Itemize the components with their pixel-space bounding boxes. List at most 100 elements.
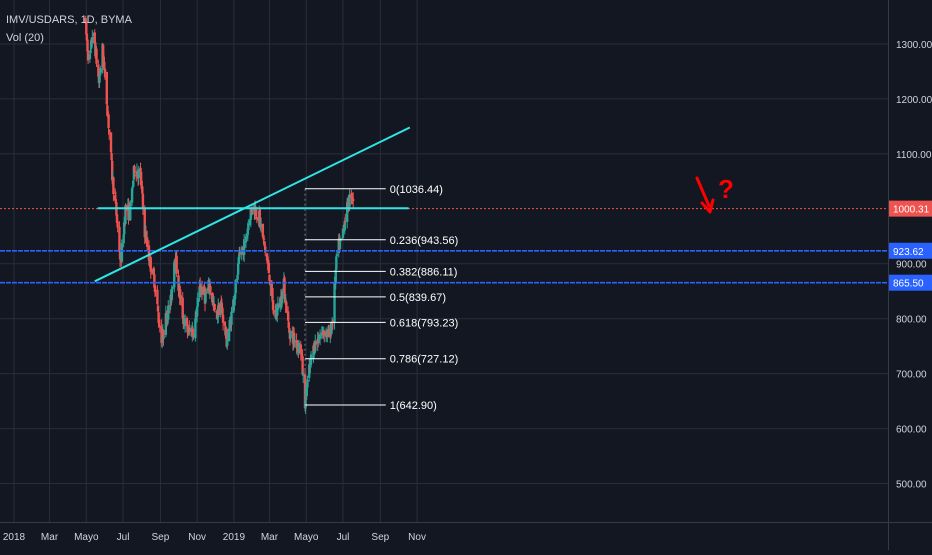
candle-body (302, 373, 305, 376)
candle-body (109, 132, 113, 153)
candle-body (288, 328, 291, 333)
volume-indicator-label[interactable]: Vol (20) (6, 32, 44, 44)
candle-body (335, 253, 339, 256)
price-level-badge (889, 200, 932, 217)
candle-body (170, 289, 174, 300)
candle-body (168, 305, 172, 307)
candle-body (330, 322, 334, 328)
candle-body (182, 320, 186, 323)
candle-body (143, 207, 146, 238)
candle-body (139, 167, 142, 172)
candle-body (194, 318, 197, 339)
candle-body (112, 177, 115, 195)
candle-body (317, 337, 320, 344)
candle-body (347, 199, 350, 209)
candle-body (348, 194, 351, 207)
candle-body (211, 292, 214, 303)
candle-body (333, 283, 336, 323)
candle-body (259, 224, 263, 227)
candle-body (133, 166, 136, 174)
candle-body (149, 257, 152, 272)
candle-body (308, 364, 311, 378)
candle-body (171, 286, 174, 290)
candle-body (101, 45, 105, 59)
candle-body (204, 292, 207, 303)
price-axis: 1300.00 1200.00 1100.00 900.00 800.00 700.00 6… (889, 40, 932, 491)
candle-body (238, 253, 241, 259)
candle-body (333, 283, 337, 285)
candle-body (165, 317, 169, 326)
candle-body (300, 355, 304, 357)
candle-body (335, 256, 338, 270)
candle-body (198, 284, 202, 289)
candle-body (206, 287, 210, 292)
candle-body (244, 236, 248, 243)
candle-body (251, 213, 254, 215)
candle-body (122, 234, 125, 244)
candle-body (179, 295, 183, 299)
candle-body (292, 332, 296, 343)
price-level-badge (889, 274, 932, 291)
candle-body (162, 336, 166, 338)
candle-body (200, 286, 204, 295)
candle-body (246, 228, 249, 235)
candle-body (111, 160, 114, 181)
candle-body (263, 241, 266, 247)
candle-body (85, 33, 89, 41)
candle-body (341, 228, 345, 239)
candle-body (147, 245, 151, 261)
candle-body (220, 301, 223, 303)
candle-body (103, 68, 107, 73)
candle-body (245, 234, 249, 238)
candle-body (97, 64, 100, 77)
candle-body (247, 223, 250, 230)
candle-body (204, 292, 208, 294)
candle-body (91, 37, 94, 44)
candle-body (175, 255, 178, 274)
candle-body (105, 71, 108, 105)
time-axis-label: Mar (261, 532, 279, 543)
candle-body (259, 217, 262, 228)
price-level-badge-label: 923.62 (893, 247, 924, 258)
candle-body (305, 387, 309, 397)
candle-body (299, 344, 302, 354)
candle-body (182, 316, 185, 324)
candle-body (114, 199, 118, 204)
candle-body (317, 341, 321, 343)
candle-body (84, 18, 87, 23)
candle-body (227, 328, 231, 342)
candle-body (89, 50, 92, 54)
candle-body (265, 253, 269, 261)
candle-body (215, 310, 219, 319)
price-level-badge (889, 242, 932, 259)
candle-body (240, 251, 243, 255)
candle-body (191, 328, 195, 333)
candle-body (237, 257, 240, 264)
time-axis-label: 2019 (223, 532, 246, 543)
candle-body (107, 129, 111, 133)
candle-body (262, 235, 265, 238)
candle-body (95, 48, 98, 64)
candle-body (107, 114, 110, 129)
candle-body (230, 311, 233, 325)
candle-body (178, 285, 181, 299)
candle-body (289, 331, 292, 338)
candle-body (136, 171, 139, 175)
price-axis-label: 900.00 (896, 260, 927, 271)
red-arrow-shaft (695, 176, 711, 208)
price-axis-label: 1100.00 (896, 150, 932, 161)
candle-body (106, 105, 109, 116)
candle-body (323, 331, 326, 337)
candle-body (352, 199, 355, 201)
candle-body (338, 242, 342, 249)
candle-body (88, 54, 92, 60)
candle-body (266, 259, 269, 264)
symbol-title[interactable]: IMV/USDARS, 1D, BYMA (6, 14, 132, 26)
candle-body (327, 329, 330, 338)
candle-body (306, 379, 309, 388)
candle-body (233, 293, 237, 300)
candle-body (339, 239, 342, 242)
candle-body (223, 322, 227, 326)
